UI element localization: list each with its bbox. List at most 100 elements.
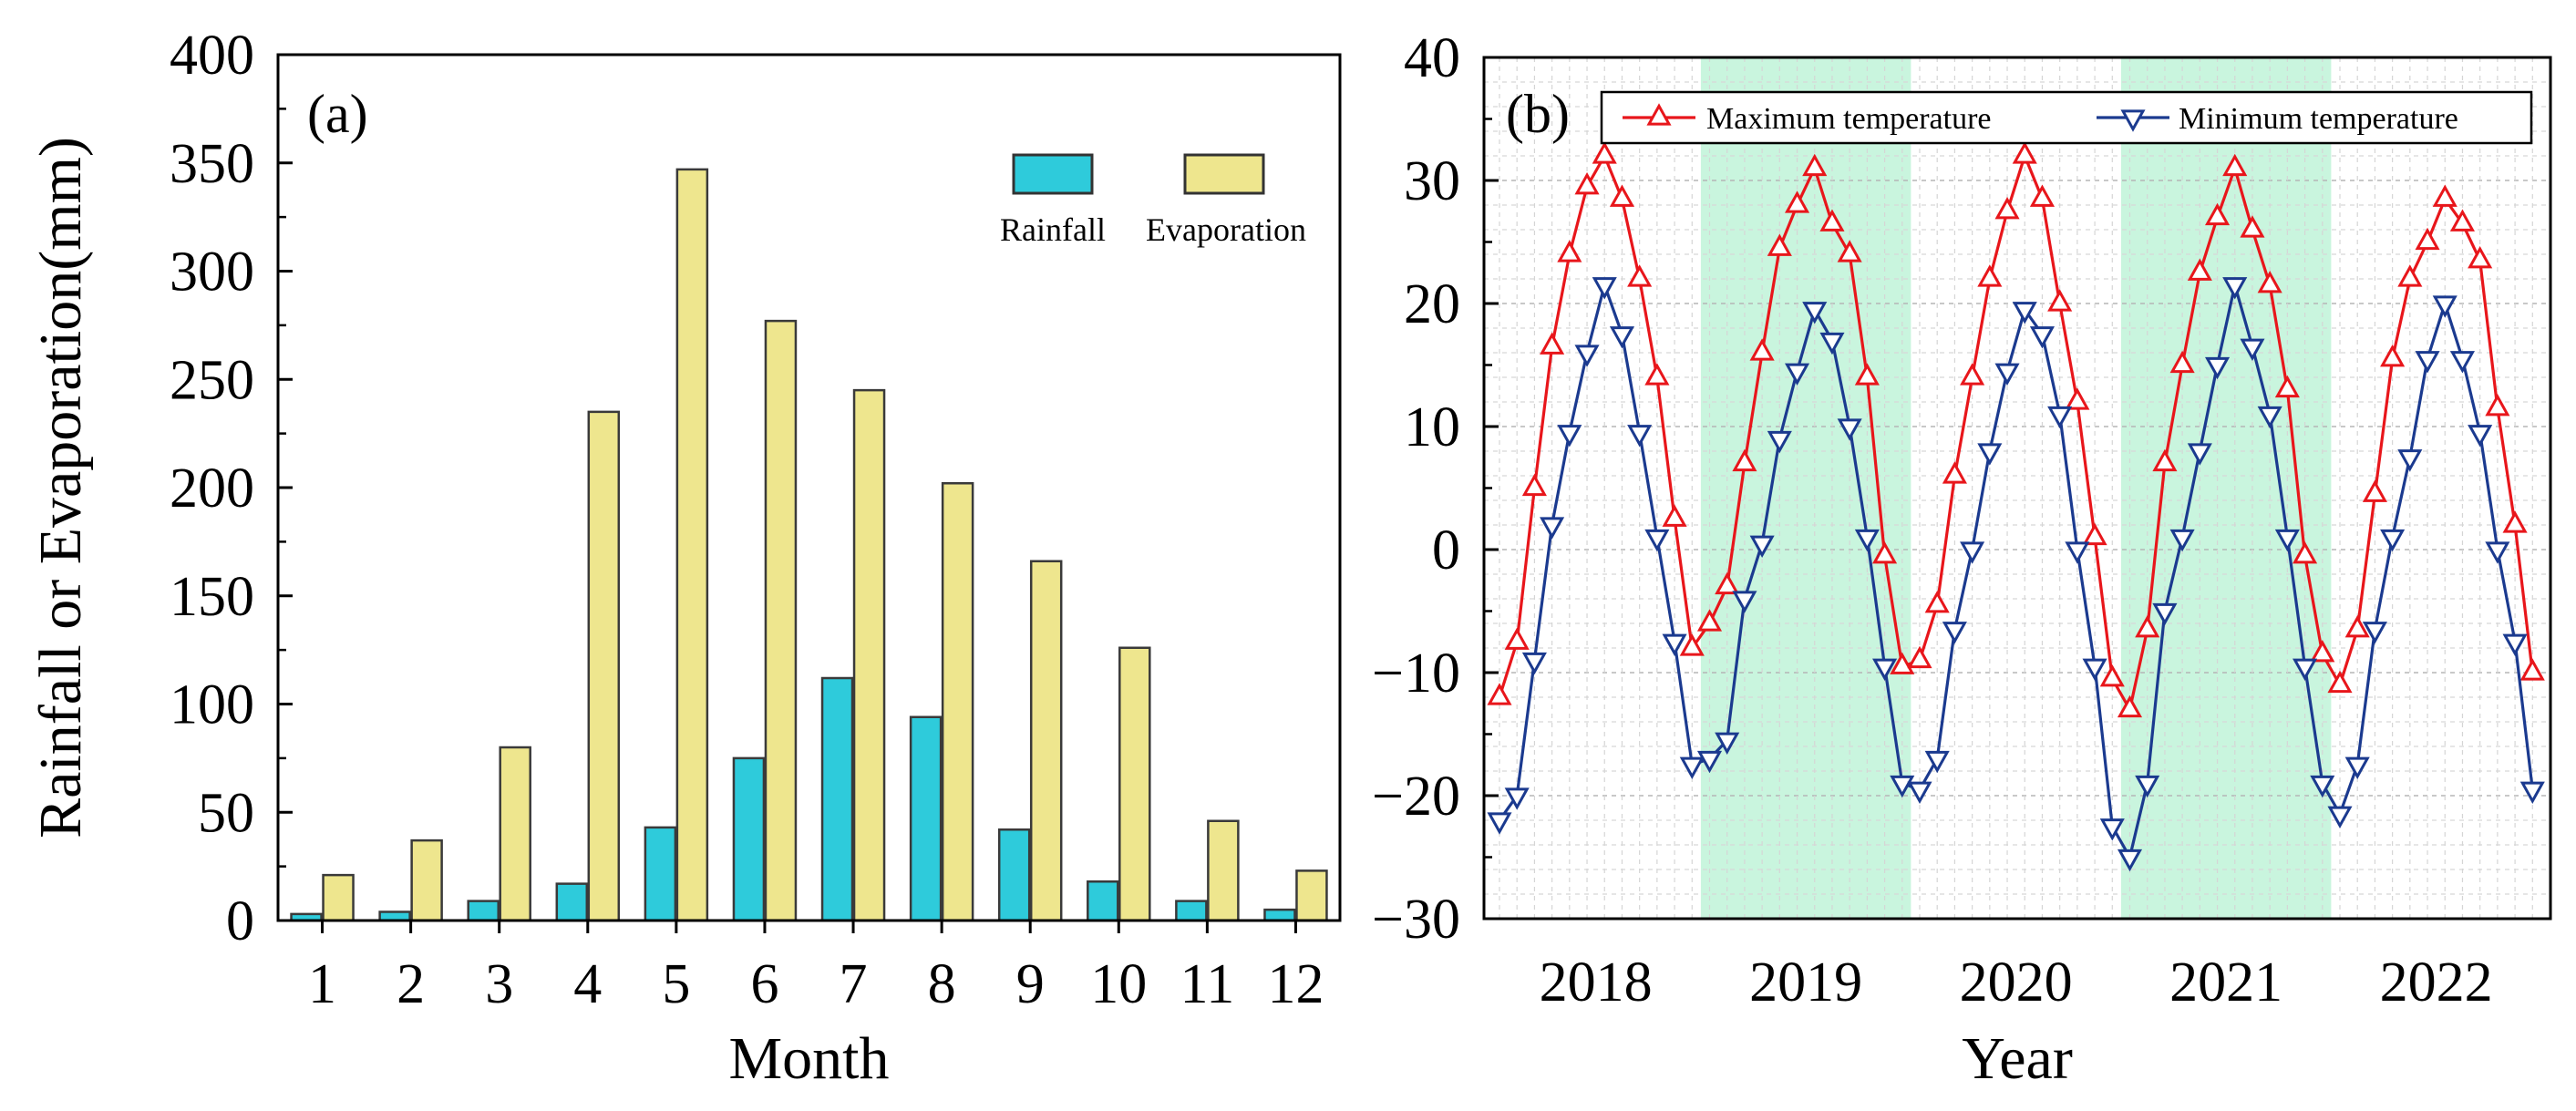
legend-items [1623, 103, 2169, 132]
marker-max-temp-25 [1924, 591, 1950, 613]
marker-max-temp-35 [2099, 664, 2125, 687]
panel-b-legend: Maximum temperature Minimum temperature [1600, 90, 2533, 145]
y-tick-label: −10 [1372, 643, 1460, 705]
bar-rainfall-4 [555, 882, 589, 922]
panel-a-legend: Rainfall Evaporation [1000, 153, 1306, 248]
marker-min-temp-49 [2344, 756, 2370, 779]
y-tick-label: 0 [1432, 519, 1460, 581]
marker-max-temp-31 [2029, 184, 2056, 207]
marker-max-temp-43 [2240, 215, 2265, 238]
marker-min-temp-35 [2099, 818, 2125, 841]
marker-max-temp-4 [1557, 240, 1582, 262]
panel-b-grid [1484, 57, 2550, 919]
marker-max-temp-30 [2012, 141, 2037, 164]
marker-max-temp-50 [2362, 479, 2387, 502]
marker-min-temp-31 [2029, 326, 2056, 349]
marker-min-temp-39 [2169, 529, 2195, 552]
panel-b-plot-frame [1482, 56, 2552, 921]
marker-max-temp-20 [1837, 240, 1862, 262]
marker-max-temp-45 [2274, 375, 2300, 398]
panel-b-series [1487, 141, 2545, 872]
marker-max-temp-29 [1994, 197, 2020, 220]
panel-b-y-ticks: −30 −20 −10 0 10 20 30 40 [1372, 27, 1499, 951]
bar-evaporation-5 [675, 168, 709, 922]
marker-min-temp-57 [2485, 541, 2510, 564]
marker-min-temp-44 [2257, 406, 2282, 429]
marker-max-temp-26 [1942, 461, 1967, 484]
bar-evaporation-1 [322, 873, 355, 922]
marker-max-temp-57 [2485, 394, 2510, 417]
marker-min-temp-14 [1732, 591, 1757, 613]
x-tick-label: 2022 [2380, 952, 2493, 1013]
marker-min-temp-38 [2152, 602, 2178, 626]
marker-min-temp-9 [1644, 529, 1670, 552]
marker-max-temp-17 [1784, 190, 1810, 213]
marker-max-temp-22 [1872, 541, 1898, 564]
marker-min-temp-20 [1837, 418, 1862, 441]
marker-max-temp-15 [1749, 338, 1775, 361]
bar-evaporation-8 [941, 482, 974, 922]
marker-min-temp-56 [2468, 425, 2493, 447]
marker-min-temp-8 [1627, 425, 1653, 447]
bar-evaporation-6 [764, 319, 798, 922]
x-tick-label: 11 [1180, 953, 1235, 1015]
marker-max-temp-46 [2293, 541, 2318, 564]
marker-min-temp-7 [1609, 326, 1635, 349]
y-tick-label: 250 [170, 349, 254, 411]
legend-label-min-temperature: Minimum temperature [2179, 102, 2458, 136]
bar-rainfall-8 [909, 715, 943, 922]
marker-max-temp-49 [2344, 615, 2370, 638]
marker-max-temp-1 [1504, 627, 1530, 650]
marker-max-temp-6 [1592, 141, 1617, 164]
x-tick-label: 10 [1090, 953, 1147, 1015]
marker-min-temp-50 [2362, 622, 2387, 644]
marker-min-temp-42 [2222, 277, 2248, 300]
series-max-temperature [1487, 141, 2545, 718]
marker-max-temp-2 [1521, 473, 1547, 497]
x-tick-label: 12 [1267, 953, 1324, 1015]
y-tick-label: 50 [198, 782, 254, 844]
bar-rainfall-6 [732, 756, 766, 922]
bar-evaporation-4 [587, 410, 621, 922]
marker-max-temp-47 [2310, 640, 2335, 663]
legend-marker-min [2120, 109, 2146, 132]
marker-min-temp-26 [1942, 622, 1967, 644]
marker-min-temp-54 [2432, 295, 2458, 318]
bar-rainfall-9 [997, 828, 1031, 922]
marker-min-temp-34 [2082, 658, 2107, 681]
marker-min-temp-16 [1767, 430, 1792, 454]
marker-min-temp-36 [2117, 849, 2143, 872]
marker-min-temp-37 [2135, 775, 2160, 798]
marker-min-temp-30 [2012, 302, 2037, 324]
y-tick-label: 30 [1404, 150, 1460, 212]
marker-min-temp-45 [2274, 529, 2300, 552]
panel-a-x-ticks: 1 2 3 4 5 6 7 8 9 10 11 12 [308, 921, 1324, 1015]
bar-evaporation-10 [1118, 646, 1151, 922]
marker-max-temp-11 [1679, 633, 1705, 656]
x-tick-label: 8 [928, 953, 956, 1015]
panel-a-plot-frame [276, 53, 1342, 922]
marker-min-temp-2 [1521, 652, 1547, 675]
legend-label-rainfall: Rainfall [1000, 211, 1106, 248]
marker-max-temp-56 [2468, 246, 2493, 269]
panel-a-label: (a) [307, 84, 368, 144]
y-tick-label: −20 [1372, 766, 1460, 828]
x-tick-label: 3 [485, 953, 513, 1015]
marker-min-temp-47 [2310, 775, 2335, 798]
marker-max-temp-52 [2397, 264, 2423, 287]
y-tick-label: 20 [1404, 273, 1460, 335]
y-tick-label: 0 [226, 890, 254, 952]
marker-min-temp-48 [2327, 806, 2353, 828]
legend-label-evaporation: Evaporation [1146, 211, 1306, 248]
shade-2019 [1700, 57, 1911, 919]
marker-max-temp-16 [1767, 233, 1792, 256]
marker-min-temp-33 [2065, 541, 2090, 564]
y-tick-label: 300 [170, 242, 254, 303]
marker-min-temp-15 [1749, 535, 1775, 558]
marker-min-temp-51 [2380, 529, 2406, 552]
marker-max-temp-0 [1487, 683, 1512, 705]
marker-min-temp-40 [2187, 443, 2212, 466]
marker-min-temp-43 [2240, 338, 2265, 361]
bar-evaporation-11 [1207, 819, 1240, 922]
